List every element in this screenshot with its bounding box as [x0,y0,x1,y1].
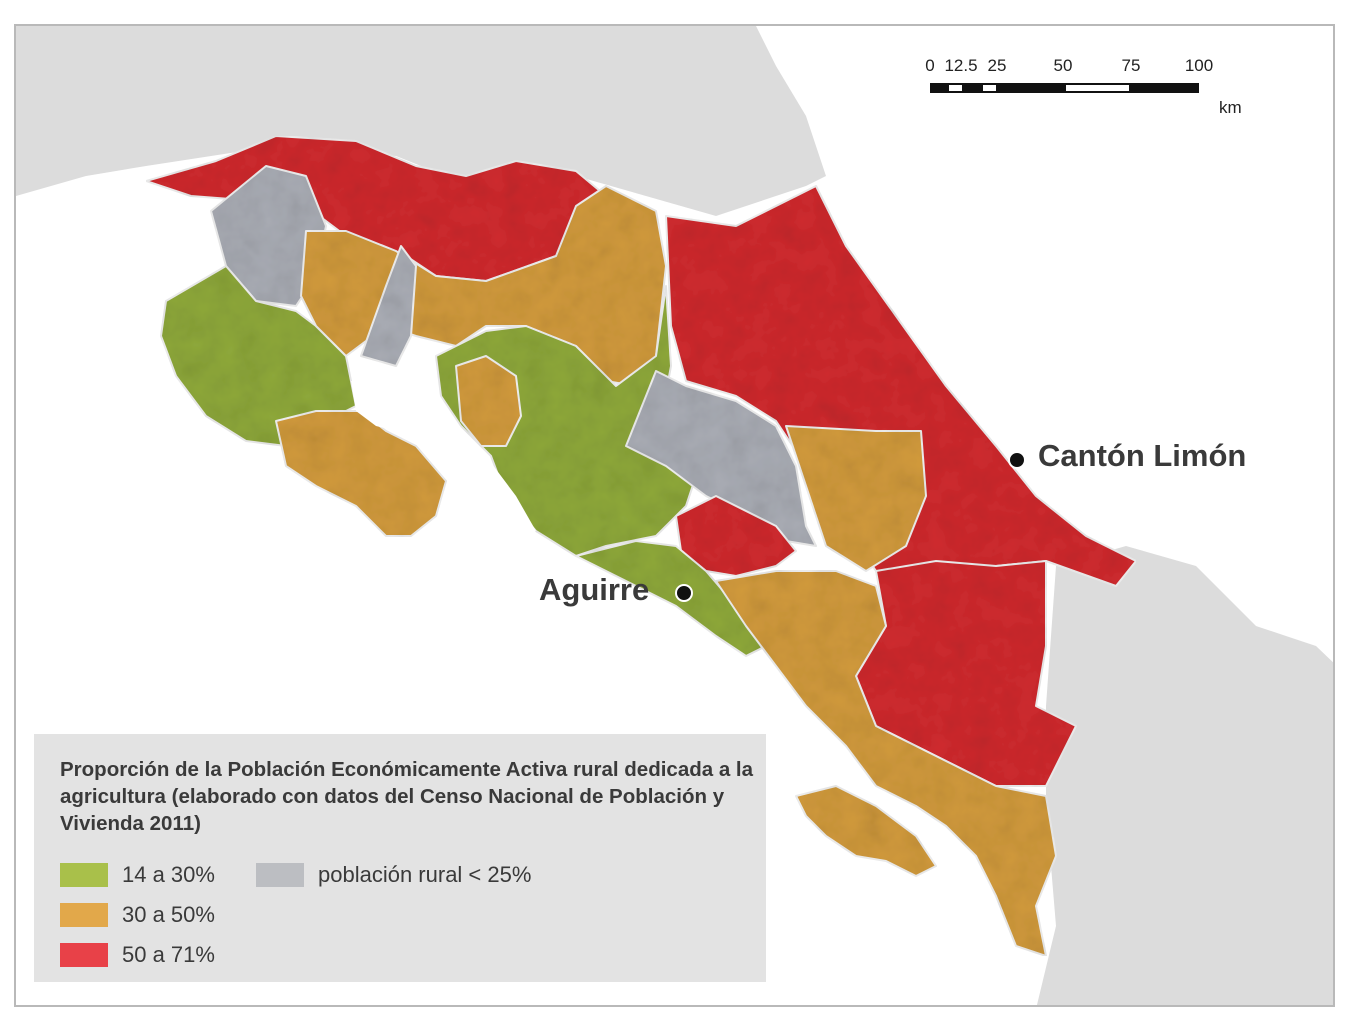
legend-swatch-red [60,943,108,967]
costa-rica-map [16,26,1333,1005]
map-frame: 0 12.5 25 50 75 100 km Cantón Limón Agui… [14,24,1335,1007]
legend-item-red: 50 a 71% [60,942,215,968]
region-central-valley-gray [625,370,817,547]
canton-limon-label: Cantón Limón [1038,438,1247,473]
aguirre-label: Aguirre [539,572,650,607]
scale-bar: 0 12.5 25 50 75 100 km [925,56,1256,117]
scale-segment [1064,83,1131,93]
scale-segment [930,83,947,93]
legend-swatch-green [60,863,108,887]
legend-title: Proporción de la Población Económicament… [60,758,754,835]
region-central-green [435,285,697,557]
scale-tick-25: 25 [987,56,1007,75]
panama-land [1036,546,1333,1005]
legend-item-green: 14 a 30% [60,862,215,888]
scale-segment [947,83,964,93]
legend-label: 50 a 71% [122,942,215,967]
legend-label: 30 a 50% [122,902,215,927]
aguirre-marker [675,584,693,602]
scale-tick-12.5: 12.5 [944,56,978,75]
region-turrialba-orange [785,425,927,572]
region-central-orange [455,355,522,447]
legend-label: 14 a 30% [122,862,215,887]
nicaragua-land [16,26,826,216]
legend-item-gray: población rural < 25% [256,862,531,888]
scale-segment [964,83,981,93]
scale-segment [1131,83,1199,93]
scale-segment [998,83,1064,93]
legend-item-orange: 30 a 50% [60,902,215,928]
legend-swatch-orange [60,903,108,927]
legend: Proporción de la Población Económicament… [34,734,766,982]
scale-tick-100: 100 [1184,56,1214,75]
scale-tick-75: 75 [1121,56,1141,75]
region-central-gray-strip [360,245,417,367]
scale-segment [981,83,998,93]
gulf-of-nicoya [351,381,536,536]
region-caribbean-red [665,185,1137,587]
legend-swatch-gray [256,863,304,887]
region-osa-orange [795,785,937,877]
region-south-orange [715,570,1057,957]
canton-limon-marker [1008,451,1026,469]
legend-label: población rural < 25% [318,862,532,887]
scale-tick-50: 50 [1053,56,1073,75]
scale-tick-0: 0 [925,56,935,75]
scale-unit: km [1219,98,1242,117]
